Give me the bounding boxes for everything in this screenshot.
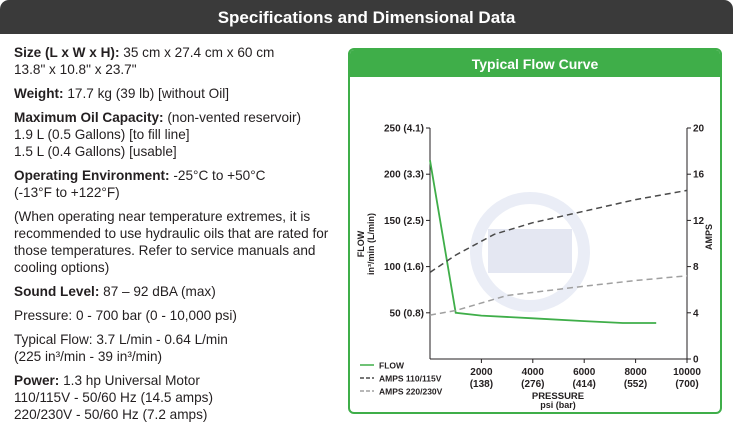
legend-label: FLOW (379, 361, 405, 371)
spec-environment: Operating Environment: -25°C to +50°C (-… (14, 167, 339, 201)
y-left-axis-title: FLOW (356, 230, 366, 257)
y-right-tick-label: 4 (693, 308, 699, 319)
env-value-2: (-13°F to +122°F) (14, 185, 120, 200)
spec-oil: Maximum Oil Capacity: (non-vented reserv… (14, 109, 339, 160)
y-right-tick-label: 20 (693, 124, 705, 135)
x-tick-sublabel: (552) (624, 379, 647, 390)
axes-layer: 50 (0.8) 100 (1.6) 150 (2.5) 200 (3.3) 250 (… (356, 124, 714, 411)
y-right-tick-label: 0 (693, 355, 699, 366)
x-axis-title: PRESSURE (532, 391, 584, 402)
y-left-axis-unit: in³/min (L/min) (366, 213, 376, 275)
x-tick-label: 10000 (673, 367, 701, 378)
spec-power: Power: 1.3 hp Universal Motor 110/115V -… (14, 372, 339, 423)
spec-sound: Sound Level: 87 – 92 dBA (max) (14, 283, 339, 300)
x-tick-label: 4000 (522, 367, 545, 378)
sound-label: Sound Level: (14, 284, 100, 299)
power-line-2: 220/230V - 50/60 Hz (7.2 amps) (14, 407, 208, 422)
chart-title: Typical Flow Curve (350, 50, 720, 77)
oil-line-1: 1.9 L (0.5 Gallons) [to fill line] (14, 127, 190, 142)
series-line-amps-220-230v (429, 275, 688, 316)
x-tick-label: 8000 (624, 367, 647, 378)
x-tick-label: 6000 (573, 367, 596, 378)
oil-line-2: 1.5 L (0.4 Gallons) [usable] (14, 144, 177, 159)
y-right-axis-title: AMPS (704, 224, 714, 250)
section-title: Specifications and Dimensional Data (217, 8, 516, 27)
spec-weight: Weight: 17.7 kg (39 lb) [without Oil] (14, 85, 339, 102)
spec-flow: Typical Flow: 3.7 L/min - 0.64 L/min (22… (14, 331, 339, 365)
y-left-tick-label: 200 (3.3) (384, 170, 424, 181)
size-value-imperial: 13.8" x 10.8" x 23.7" (14, 62, 137, 77)
flow-line-2: (225 in³/min - 39 in³/min) (14, 349, 163, 364)
y-left-tick-label: 50 (0.8) (390, 308, 424, 319)
power-line-1: 110/115V - 50/60 Hz (14.5 amps) (14, 390, 213, 405)
y-left-tick-label: 100 (1.6) (384, 262, 424, 273)
x-tick-sublabel: (138) (470, 379, 493, 390)
series-line-amps-110-115v (429, 189, 688, 274)
oil-label: Maximum Oil Capacity: (14, 110, 164, 125)
spec-list: Size (L x W x H): 35 cm x 27.4 cm x 60 c… (14, 44, 339, 430)
spec-env-note: (When operating near temperature extreme… (14, 209, 329, 275)
series-line-flow (429, 160, 657, 324)
y-right-tick-label: 12 (693, 216, 705, 227)
x-tick-sublabel: (414) (573, 379, 596, 390)
x-tick-label: 2000 (470, 367, 493, 378)
y-left-tick-label: 150 (2.5) (384, 216, 424, 227)
legend-label: AMPS 220/230V (379, 387, 443, 397)
x-tick-sublabel: (700) (675, 379, 698, 390)
env-label: Operating Environment: (14, 168, 170, 183)
legend-label: AMPS 110/115V (379, 374, 442, 384)
sound-value: 87 – 92 dBA (max) (99, 284, 216, 299)
weight-label: Weight: (14, 86, 64, 101)
env-value: -25°C to +50°C (169, 168, 266, 183)
y-right-tick-label: 8 (693, 262, 699, 273)
legend: FLOW AMPS 110/115V AMPS 220/230V (360, 361, 443, 397)
y-right-tick-label: 16 (693, 170, 705, 181)
flow-curve-chart: 50 (0.8) 100 (1.6) 150 (2.5) 200 (3.3) 250 (… (356, 124, 714, 411)
spec-size: Size (L x W x H): 35 cm x 27.4 cm x 60 c… (14, 44, 339, 78)
power-label: Power: (14, 373, 60, 388)
series-layer (429, 160, 688, 324)
y-left-tick-label: 250 (4.1) (384, 124, 424, 135)
x-tick-sublabel: (276) (521, 379, 544, 390)
oil-note: (non-vented reservoir) (163, 110, 302, 125)
watermark-logo (470, 192, 590, 312)
weight-value: 17.7 kg (39 lb) [without Oil] (63, 86, 230, 101)
section-header: Specifications and Dimensional Data (0, 0, 733, 34)
spec-pressure: Pressure: 0 - 700 bar (0 - 10,000 psi) (14, 308, 237, 323)
x-axis-unit: psi (bar) (540, 400, 576, 410)
size-value-metric: 35 cm x 27.4 cm x 60 cm (119, 45, 275, 60)
size-label: Size (L x W x H): (14, 45, 120, 60)
power-value: 1.3 hp Universal Motor (59, 373, 200, 388)
flow-curve-panel: Typical Flow Curve 50 (0.8) 100 (1.6) 150 … (348, 48, 722, 414)
flow-line-1: Typical Flow: 3.7 L/min - 0.64 L/min (14, 332, 228, 347)
